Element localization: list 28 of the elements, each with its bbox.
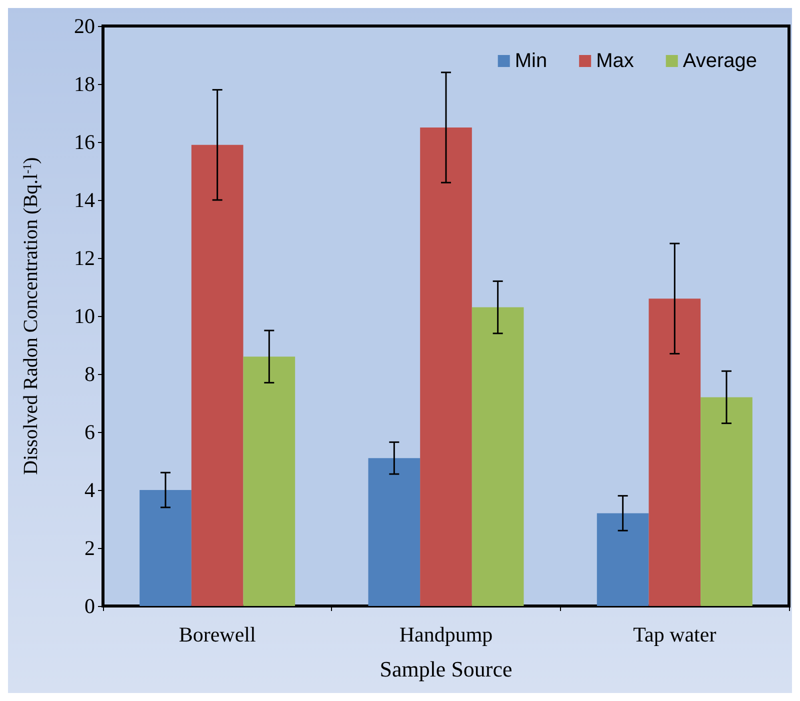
y-tick-label: 18 bbox=[74, 72, 95, 96]
bar bbox=[472, 307, 524, 606]
legend-label: Max bbox=[596, 50, 634, 72]
y-tick-label: 12 bbox=[74, 246, 95, 270]
bar bbox=[648, 298, 701, 606]
x-axis-title: Sample Source bbox=[380, 656, 512, 682]
y-axis-title: Dissolved Radon Concentration (Bq.l-1) bbox=[20, 157, 42, 475]
legend-label: Min bbox=[514, 50, 548, 72]
y-tick-label: 14 bbox=[74, 188, 96, 212]
bar bbox=[700, 397, 752, 606]
y-tick-label: 20 bbox=[74, 14, 95, 38]
y-tick-label: 6 bbox=[84, 420, 95, 444]
y-tick-label: 2 bbox=[84, 536, 95, 560]
bar bbox=[420, 128, 472, 606]
bar bbox=[191, 144, 244, 606]
x-tick-label: Tap water bbox=[633, 622, 716, 646]
x-tick-label: Borewell bbox=[178, 622, 256, 646]
y-tick-label: 0 bbox=[84, 594, 95, 618]
bar bbox=[140, 490, 192, 606]
bar bbox=[596, 513, 649, 606]
y-tick-label: 16 bbox=[74, 130, 95, 154]
bar bbox=[368, 458, 420, 606]
legend-label: Average bbox=[682, 50, 758, 72]
y-tick-label: 8 bbox=[84, 362, 95, 386]
x-tick-label: Handpump bbox=[399, 622, 493, 646]
bar bbox=[243, 356, 296, 606]
y-tick-label: 10 bbox=[74, 304, 95, 328]
y-tick-label: 4 bbox=[84, 478, 96, 502]
